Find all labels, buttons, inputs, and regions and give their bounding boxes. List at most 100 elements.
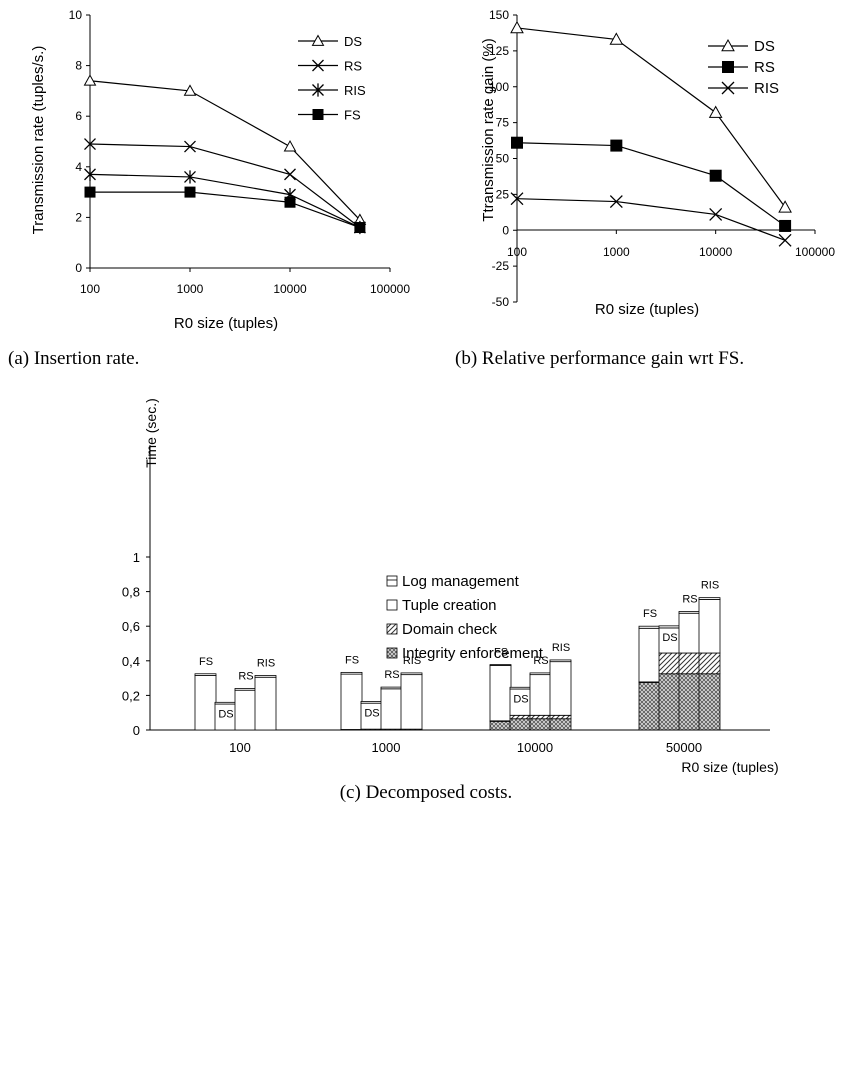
bar-segment-domain-check xyxy=(678,652,701,675)
bar-segment-domain-check xyxy=(529,714,552,720)
x-tick-label: 100000 xyxy=(370,282,410,296)
bar-segment-tuple-creation xyxy=(254,676,277,731)
series-line-fs xyxy=(90,191,361,229)
bar-segment-log-management xyxy=(254,675,277,678)
bar-segment-log-management xyxy=(638,625,661,629)
data-point-fs xyxy=(184,186,196,198)
bar-label-fs: FS xyxy=(345,654,359,666)
chart-c-legend: Log management Tuple creation Domain check… xyxy=(386,573,544,662)
y-tick-label: 100 xyxy=(489,80,509,94)
bar-segment-log-management xyxy=(214,701,237,705)
y-tick-label: 0 xyxy=(133,723,140,738)
legend-label: RS xyxy=(754,59,775,76)
series-line-ds xyxy=(89,80,361,221)
data-point-rs xyxy=(284,168,296,181)
y-tick-label: 0,2 xyxy=(122,688,140,703)
x-tick-label: 100000 xyxy=(795,245,835,259)
legend-label: RIS xyxy=(344,83,366,98)
chart-b-x-axis-label: R0 size (tuples) xyxy=(595,301,699,318)
series-line-rs xyxy=(516,142,786,227)
legend-label: Domain check xyxy=(402,621,498,638)
legend-marker xyxy=(312,109,324,120)
bar-segment-tuple-creation xyxy=(698,598,721,654)
legend-label: FS xyxy=(344,108,361,123)
bar-label-rs: RS xyxy=(682,593,697,605)
bar-label-fs: FS xyxy=(199,656,213,668)
bar-segment-domain-check xyxy=(549,714,572,720)
bar-segment-domain-check xyxy=(509,714,532,720)
series-line-rs xyxy=(89,143,361,228)
bar-segment-domain-check xyxy=(698,652,721,675)
bar-segment-log-management xyxy=(549,659,572,663)
y-tick-label: 25 xyxy=(496,187,510,201)
bar-segment-tuple-creation xyxy=(194,675,217,731)
x-tick-label: 100 xyxy=(229,740,251,755)
legend-label: Integrity enforcement xyxy=(402,645,544,662)
y-tick-label: 150 xyxy=(489,8,509,22)
data-point-ds xyxy=(510,20,524,34)
y-tick-label: 1 xyxy=(133,550,140,565)
y-tick-label: 0,8 xyxy=(122,585,140,600)
bar-label-rs: RS xyxy=(384,669,399,681)
bar-segment-tuple-creation xyxy=(400,674,423,730)
caption-b: (b) Relative performance gain wrt FS. xyxy=(455,348,744,369)
legend-label: DS xyxy=(754,38,775,55)
data-point-rs xyxy=(709,169,722,182)
bar-segment-log-management xyxy=(509,686,532,690)
data-point-ds xyxy=(283,140,297,152)
series-line-ris xyxy=(89,173,361,229)
chart-b-axes: -50 -25 0 25 50 75 100 125 150 100 1000 10000 100000 xyxy=(489,8,835,309)
bar-label-rs: RS xyxy=(238,670,253,682)
chart-a-series xyxy=(83,74,367,235)
legend-label: Tuple creation xyxy=(402,597,497,614)
y-tick-label: 0 xyxy=(502,223,509,237)
bar-segment-log-management xyxy=(340,671,363,675)
x-tick-label: 10000 xyxy=(273,282,307,296)
chart-a-axes: 0 2 4 6 8 10 100 1000 10000 100000 xyxy=(69,8,411,296)
bar-label-ris: RIS xyxy=(403,655,421,667)
bar-label-ris: RIS xyxy=(552,642,570,654)
insertion-rate-chart: 0 2 4 6 8 10 100 1000 10000 100000 DS RS RIS FS R0 s… xyxy=(30,8,410,332)
legend-swatch xyxy=(386,623,398,635)
bar-segment-log-management xyxy=(489,664,512,666)
data-point-ds xyxy=(183,84,197,96)
bar-segment-tuple-creation xyxy=(380,688,403,730)
data-point-fs xyxy=(354,222,366,234)
chart-a-x-axis-label: R0 size (tuples) xyxy=(174,315,278,332)
chart-b-y-axis-label: Ttransmission rate gain (%) xyxy=(480,38,497,221)
caption-c: (c) Decomposed costs. xyxy=(340,782,513,803)
y-tick-label: 10 xyxy=(69,8,83,22)
data-point-ris xyxy=(510,192,524,206)
legend-marker xyxy=(312,83,324,97)
y-tick-label: 75 xyxy=(496,116,510,130)
data-point-fs xyxy=(284,196,296,208)
bar-segment-log-management xyxy=(698,597,721,600)
data-point-ds xyxy=(609,32,624,45)
bar-segment-tuple-creation xyxy=(638,627,661,683)
bar-segment-integrity-enforcement xyxy=(529,718,552,731)
y-tick-label: 0 xyxy=(75,261,82,275)
bar-segment-log-management xyxy=(380,686,403,690)
y-tick-label: 0,4 xyxy=(122,654,140,669)
x-tick-label: 50000 xyxy=(666,740,702,755)
bar-label-ris: RIS xyxy=(257,658,275,670)
x-tick-label: 1000 xyxy=(372,740,401,755)
y-tick-label: 2 xyxy=(75,210,82,224)
x-tick-label: 100 xyxy=(80,282,100,296)
bar-segment-integrity-enforcement xyxy=(658,673,681,731)
chart-a-legend: DS RS RIS FS xyxy=(298,34,366,123)
caption-a: (a) Insertion rate. xyxy=(8,348,139,369)
x-tick-label: 10000 xyxy=(699,245,733,259)
bar-segment-integrity-enforcement xyxy=(638,682,661,731)
legend-label: RS xyxy=(344,59,362,74)
bar-segment-integrity-enforcement xyxy=(549,718,572,731)
data-point-ds xyxy=(778,200,792,213)
series-line-ds xyxy=(516,27,786,208)
bar-segment-tuple-creation xyxy=(340,673,363,730)
bar-label-fs: FS xyxy=(494,647,508,659)
data-point-ds xyxy=(83,74,97,86)
decomposed-costs-chart: 0 0,2 0,4 0,6 0,8 1 100 1000 10000 50000 FS DS RS RI… xyxy=(122,398,779,775)
bar-segment-log-management xyxy=(529,672,552,676)
y-tick-label: 6 xyxy=(75,109,82,123)
